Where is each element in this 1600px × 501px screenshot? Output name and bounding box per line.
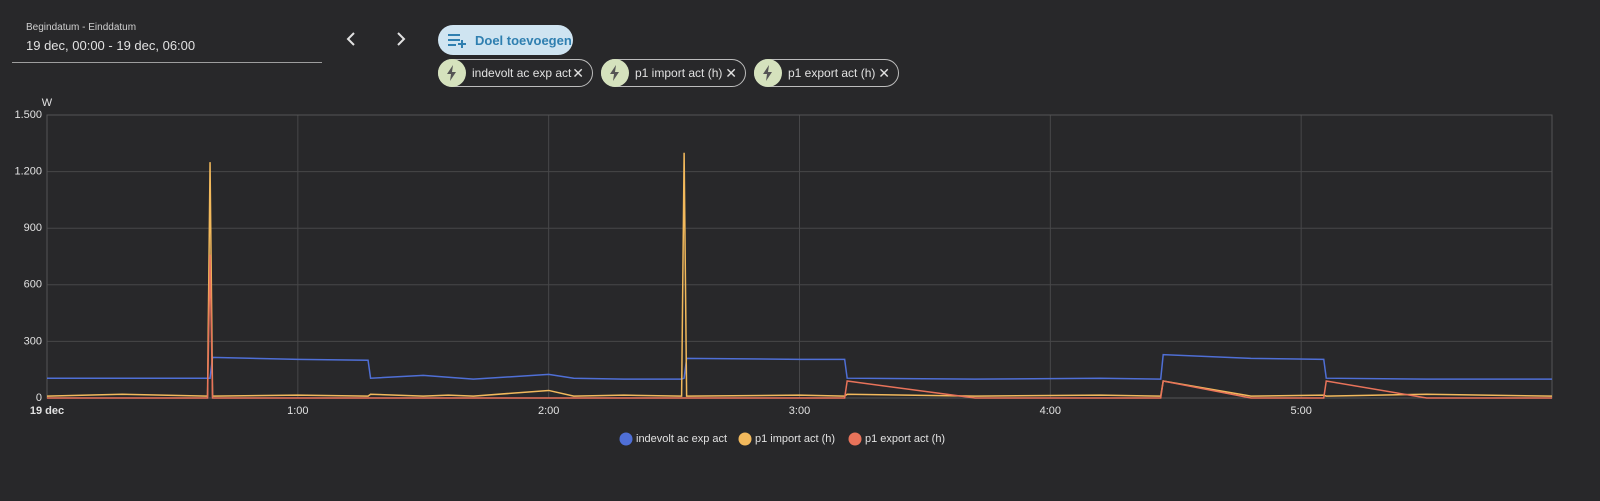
legend-label: p1 import act (h) bbox=[755, 433, 835, 445]
y-unit: W bbox=[42, 97, 53, 109]
chip-text: p1 import act (h) bbox=[635, 66, 723, 80]
add-icon bbox=[448, 34, 466, 48]
chip-text: p1 export act (h) bbox=[788, 66, 876, 80]
legend-label: p1 export act (h) bbox=[865, 433, 945, 445]
date-picker[interactable]: Begindatum - Einddatum 19 dec, 00:00 - 1… bbox=[12, 14, 322, 63]
add-target-button[interactable]: Doel toevoegen bbox=[438, 25, 573, 55]
legend-swatch bbox=[619, 432, 633, 446]
chip-text: indevolt ac exp act bbox=[472, 66, 572, 80]
date-value: 19 dec, 00:00 - 19 dec, 06:00 bbox=[26, 38, 196, 53]
y-tick-label: 0 bbox=[36, 392, 42, 404]
y-tick-label: 1.500 bbox=[14, 109, 42, 121]
chip[interactable]: p1 export act (h) ✕ bbox=[754, 59, 899, 87]
y-tick-label: 1.200 bbox=[14, 166, 42, 178]
next[interactable] bbox=[397, 32, 406, 46]
add-target-text: Doel toevoegen bbox=[475, 32, 572, 48]
y-tick-label: 900 bbox=[24, 222, 42, 234]
x-tick-label: 1:00 bbox=[287, 405, 308, 417]
x-tick-label: 2:00 bbox=[538, 405, 559, 417]
x-tick-label: 19 dec bbox=[30, 405, 64, 417]
y-tick-label: 300 bbox=[24, 335, 42, 347]
series-line bbox=[47, 254, 1552, 399]
chip[interactable]: indevolt ac exp act ✕ bbox=[438, 59, 593, 87]
x-tick-label: 3:00 bbox=[789, 405, 810, 417]
chip[interactable]: p1 import act (h) ✕ bbox=[601, 59, 746, 87]
x-tick-label: 5:00 bbox=[1290, 405, 1311, 417]
x-tick-label: 4:00 bbox=[1040, 405, 1061, 417]
y-tick-label: 600 bbox=[24, 279, 42, 291]
legend-swatch bbox=[848, 432, 862, 446]
nav-arrows bbox=[346, 32, 406, 46]
date-label: Begindatum - Einddatum bbox=[26, 22, 137, 33]
legend-swatch bbox=[738, 432, 752, 446]
prev[interactable] bbox=[346, 32, 355, 46]
legend-label: indevolt ac exp act bbox=[636, 433, 727, 445]
